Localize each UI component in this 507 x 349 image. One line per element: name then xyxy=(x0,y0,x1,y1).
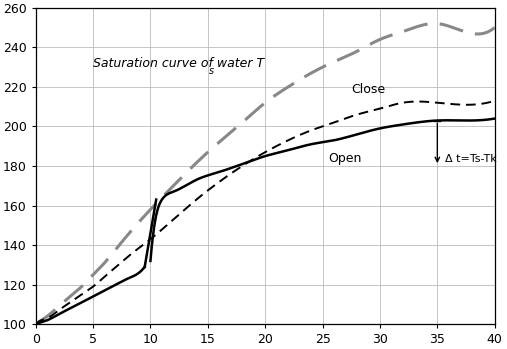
Text: s: s xyxy=(209,66,214,76)
Text: Saturation curve of water T: Saturation curve of water T xyxy=(93,57,264,70)
Text: Δ t=Ts-Tk: Δ t=Ts-Tk xyxy=(445,154,497,164)
Text: Open: Open xyxy=(329,152,361,165)
Text: Close: Close xyxy=(351,83,385,96)
